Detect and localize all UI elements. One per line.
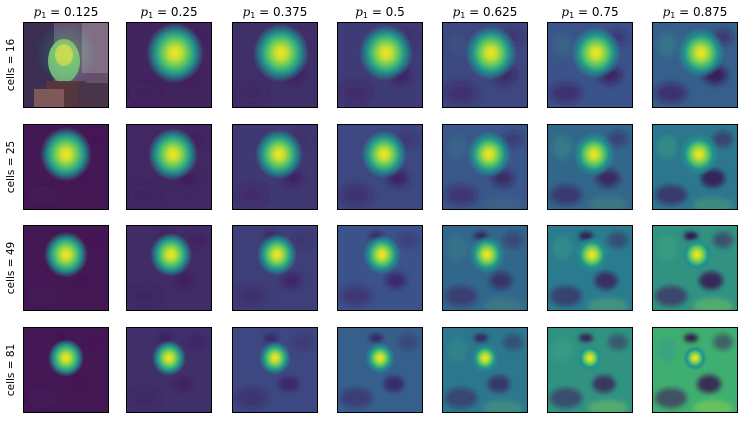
heatmap-panel (547, 327, 633, 413)
heatmap-panel (337, 327, 423, 413)
column-title-value: = 0.875 (675, 5, 728, 19)
photo-overlay (24, 23, 108, 107)
heatmap-image (653, 23, 737, 107)
heatmap-image (548, 226, 632, 310)
heatmap-panel (126, 124, 212, 210)
heatmap-image (127, 328, 211, 412)
heatmap-panel (442, 327, 528, 413)
column-title-subscript: 1 (460, 11, 466, 20)
heatmap-panel (442, 225, 528, 311)
column-title-value: = 0.75 (574, 5, 619, 19)
column-title: p1 = 0.625 (453, 5, 518, 20)
heatmap-panel (652, 22, 738, 108)
heatmap-panel (442, 22, 528, 108)
column-title-value: = 0.625 (465, 5, 518, 19)
heatmap-panel (232, 22, 318, 108)
heatmap-image (24, 23, 108, 107)
column-title-subscript: 1 (148, 11, 154, 20)
heatmap-image (24, 226, 108, 310)
heatmap-panel (652, 124, 738, 210)
column-title: p1 = 0.5 (355, 5, 405, 20)
heatmap-panel (442, 124, 528, 210)
column-title-subscript: 1 (569, 11, 575, 20)
heatmap-image (233, 125, 317, 209)
row-label: cells = 25 (5, 140, 18, 194)
heatmap-image (338, 23, 422, 107)
heatmap-panel (337, 124, 423, 210)
column-title-symbol: p (662, 5, 671, 19)
heatmap-panel (337, 225, 423, 311)
heatmap-panel (126, 225, 212, 311)
column-title-symbol: p (33, 5, 42, 19)
column-title-symbol: p (355, 5, 363, 19)
heatmap-image (548, 125, 632, 209)
column-title-value: = 0.25 (153, 5, 198, 19)
heatmap-image (443, 125, 527, 209)
heatmap-image (443, 226, 527, 310)
column-title-subscript: 1 (250, 11, 256, 20)
heatmap-image (24, 125, 108, 209)
heatmap-image (653, 125, 737, 209)
heatmap-panel (23, 124, 109, 210)
heatmap-image (338, 125, 422, 209)
heatmap-panel (23, 327, 109, 413)
column-title-subscript: 1 (362, 11, 368, 20)
heatmap-image (233, 23, 317, 107)
column-title: p1 = 0.75 (561, 5, 618, 20)
column-title: p1 = 0.375 (243, 5, 308, 20)
heatmap-image (233, 328, 317, 412)
heatmap-panel (126, 22, 212, 108)
heatmap-image (338, 328, 422, 412)
heatmap-panel (547, 22, 633, 108)
row-label: cells = 49 (5, 241, 18, 295)
heatmap-panel (547, 124, 633, 210)
column-title-subscript: 1 (670, 11, 676, 20)
column-title-value: = 0.5 (368, 5, 405, 19)
heatmap-panel (337, 22, 423, 108)
column-title-value: = 0.125 (46, 5, 99, 19)
column-title-symbol: p (561, 5, 570, 19)
heatmap-image (548, 328, 632, 412)
heatmap-panel (547, 225, 633, 311)
heatmap-panel (652, 225, 738, 311)
heatmap-panel (126, 327, 212, 413)
column-title-symbol: p (242, 5, 251, 19)
column-title-symbol: p (140, 5, 149, 19)
heatmap-panel (652, 327, 738, 413)
heatmap-image (443, 328, 527, 412)
column-title: p1 = 0.25 (140, 5, 197, 20)
heatmap-image (127, 125, 211, 209)
column-title: p1 = 0.875 (663, 5, 728, 20)
heatmap-image (127, 23, 211, 107)
heatmap-image (233, 226, 317, 310)
row-label: cells = 16 (5, 38, 18, 92)
heatmap-image (653, 226, 737, 310)
heatmap-image (24, 328, 108, 412)
heatmap-panel (23, 225, 109, 311)
heatmap-image (443, 23, 527, 107)
row-label: cells = 81 (5, 343, 18, 397)
heatmap-image (127, 226, 211, 310)
heatmap-panel (232, 124, 318, 210)
column-title-subscript: 1 (41, 11, 47, 20)
heatmap-panel (232, 327, 318, 413)
column-title-value: = 0.375 (255, 5, 308, 19)
heatmap-image (548, 23, 632, 107)
column-title-symbol: p (452, 5, 461, 19)
column-title: p1 = 0.125 (34, 5, 99, 20)
heatmap-panel (232, 225, 318, 311)
heatmap-image (653, 328, 737, 412)
heatmap-panel (23, 22, 109, 108)
heatmap-image (338, 226, 422, 310)
